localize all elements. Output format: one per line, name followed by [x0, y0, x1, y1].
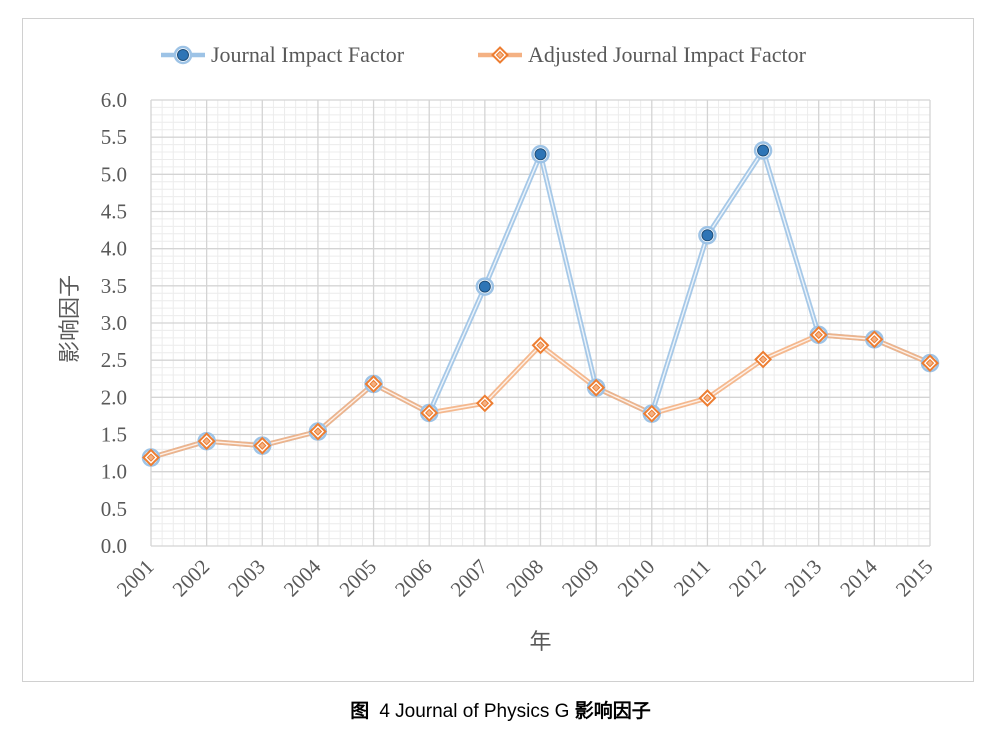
data-point-adjusted	[475, 394, 494, 413]
x-tick-label: 2010	[613, 555, 660, 602]
data-point-adjusted	[865, 330, 884, 349]
y-tick-label: 1.5	[101, 423, 127, 447]
x-tick-label: 2013	[780, 555, 827, 602]
x-tick-label: 2007	[446, 555, 493, 602]
y-tick-label: 2.0	[101, 385, 127, 409]
legend-item: Adjusted Journal Impact Factor	[478, 42, 807, 67]
data-point-jif	[698, 226, 717, 245]
data-point-adjusted	[364, 375, 383, 393]
y-tick-label: 1.0	[101, 460, 127, 484]
y-tick-label: 5.0	[101, 162, 127, 186]
x-tick-label: 2003	[223, 555, 270, 602]
data-point-jif	[753, 141, 773, 160]
x-tick-label: 2005	[334, 555, 381, 602]
legend-marker-diamond-inner	[495, 50, 505, 60]
x-tick-label: 2009	[557, 555, 604, 602]
x-tick-label: 2012	[724, 555, 771, 602]
y-axis-title: 影响因子	[57, 275, 82, 363]
data-point-adjusted	[809, 325, 828, 344]
x-tick-label: 2002	[168, 555, 215, 602]
x-tick-label: 2004	[279, 554, 326, 601]
data-point-adjusted	[420, 404, 439, 422]
x-tick-label: 2015	[891, 555, 938, 602]
x-axis-title: 年	[529, 629, 551, 654]
y-tick-label: 6.0	[101, 88, 127, 112]
data-point-adjusted	[642, 404, 661, 423]
x-tick-label: 2008	[501, 555, 548, 602]
y-tick-label: 4.0	[101, 237, 127, 261]
y-tick-label: 5.5	[101, 125, 127, 149]
y-tick-label: 2.5	[101, 348, 127, 372]
y-tick-label: 3.5	[101, 274, 127, 298]
data-point-adjusted	[142, 448, 160, 467]
data-point-adjusted	[197, 432, 216, 451]
line-chart: 0.0 0.5 1.0 1.5 2.0 2.5 3.0 3.5 4.0 4.5 5.0 5.5 6.0 2…	[57, 42, 940, 654]
caption-text: 4 Journal of Physics G	[379, 701, 570, 722]
y-tick-label: 4.5	[101, 200, 127, 224]
legend-item: Journal Impact Factor	[161, 42, 405, 67]
chart-frame: 0.0 0.5 1.0 1.5 2.0 2.5 3.0 3.5 4.0 4.5 5.0 5.5 6.0 2…	[22, 18, 974, 682]
x-tick-label: 2011	[669, 555, 715, 601]
y-tick-label: 0.0	[101, 534, 127, 558]
y-tick-label: 3.0	[101, 311, 127, 335]
legend: Journal Impact Factor Adjusted Journal Im…	[161, 42, 807, 67]
data-point-adjusted	[587, 378, 606, 397]
data-point-adjusted	[754, 350, 772, 369]
legend-label: Journal Impact Factor	[211, 42, 405, 67]
data-point-adjusted	[698, 389, 717, 407]
x-tick-label: 2006	[390, 555, 437, 602]
data-point-adjusted	[921, 354, 939, 373]
y-tick-label: 0.5	[101, 497, 127, 521]
caption-label: 图	[350, 701, 370, 722]
data-point-jif	[531, 145, 550, 164]
legend-marker-circle-inner	[177, 49, 189, 61]
grid-lines	[150, 99, 931, 547]
x-tick-label: 2014	[835, 554, 882, 601]
data-point-adjusted	[309, 422, 327, 441]
caption-suffix: 影响因子	[574, 701, 651, 722]
data-point-adjusted	[253, 436, 272, 455]
legend-label: Adjusted Journal Impact Factor	[528, 42, 807, 67]
figure-caption: 图 4 Journal of Physics G 影响因子	[0, 696, 1001, 723]
x-tick-label: 2001	[112, 555, 159, 602]
data-point-jif	[475, 277, 495, 296]
data-point-adjusted	[531, 336, 550, 355]
